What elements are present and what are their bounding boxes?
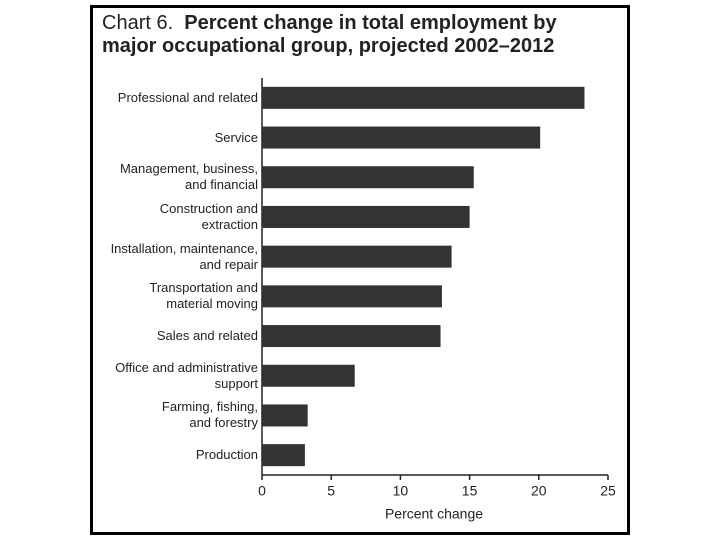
x-axis-label: Percent change	[385, 506, 483, 522]
x-tick-label: 0	[258, 483, 266, 499]
frame	[90, 5, 630, 535]
x-tick-label: 25	[600, 483, 616, 499]
bar	[262, 285, 442, 308]
bar	[262, 404, 308, 427]
chart-label: Chart 6.	[102, 12, 174, 34]
bar	[262, 166, 474, 189]
bar	[262, 245, 452, 268]
y-tick-label: Office and administrative support	[115, 359, 258, 391]
y-tick-label: Sales and related	[156, 328, 258, 344]
y-tick-label: Farming, fishing, and forestry	[161, 399, 258, 431]
y-tick-label: Management, business, and financial	[119, 161, 258, 193]
x-tick-label: 5	[327, 483, 335, 499]
y-tick-label: Installation, maintenance, and repair	[110, 240, 258, 272]
chart-title-text: Percent change in total employment by ma…	[102, 12, 557, 57]
bar	[262, 444, 305, 467]
bar	[262, 126, 541, 149]
y-tick-label: Professional and related	[117, 89, 258, 105]
x-tick-label: 15	[462, 483, 478, 499]
x-tick-label: 20	[531, 483, 547, 499]
chart-title: Chart 6. Percent change in total employm…	[102, 12, 602, 58]
y-tick-label: Production	[195, 447, 258, 463]
y-tick-label: Construction and extraction	[159, 200, 258, 232]
bar	[262, 325, 441, 348]
bar	[262, 364, 355, 387]
bar	[262, 86, 585, 109]
x-tick-label: 10	[393, 483, 409, 499]
bar	[262, 205, 470, 228]
y-tick-label: Service	[214, 129, 258, 145]
y-tick-label: Transportation and material moving	[149, 280, 258, 312]
